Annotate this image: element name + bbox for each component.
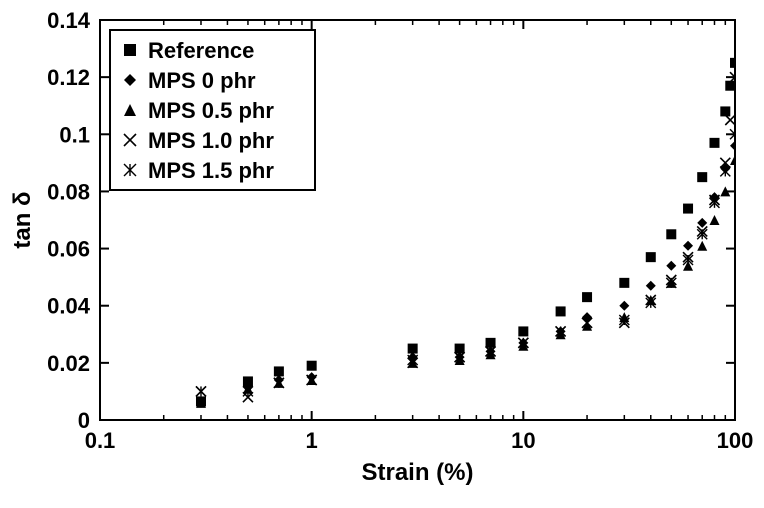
marker-square	[274, 366, 284, 376]
marker-diamond	[646, 281, 656, 291]
series-reference	[196, 58, 740, 407]
marker-square	[556, 306, 566, 316]
marker-square	[486, 338, 496, 348]
x-tick-label: 1	[306, 428, 318, 453]
y-tick-label: 0.12	[47, 65, 90, 90]
marker-triangle	[124, 104, 136, 116]
marker-square	[730, 58, 740, 68]
series-mps-1.5-phr	[196, 129, 740, 396]
marker-square	[683, 204, 693, 214]
marker-square	[455, 344, 465, 354]
marker-triangle	[709, 215, 719, 225]
marker-triangle	[730, 155, 740, 165]
marker-square	[666, 229, 676, 239]
marker-square	[408, 344, 418, 354]
legend-label: Reference	[148, 38, 254, 63]
marker-square	[582, 292, 592, 302]
legend-label: MPS 1.0 phr	[148, 128, 274, 153]
marker-square	[307, 361, 317, 371]
x-axis-title: Strain (%)	[361, 459, 473, 486]
marker-diamond	[619, 301, 629, 311]
marker-diamond	[666, 261, 676, 271]
y-tick-label: 0.06	[47, 237, 90, 262]
y-tick-label: 0.02	[47, 351, 90, 376]
y-tick-label: 0.14	[47, 8, 91, 33]
series-group	[196, 58, 740, 408]
marker-square	[646, 252, 656, 262]
y-tick-label: 0.08	[47, 179, 90, 204]
x-tick-label: 10	[511, 428, 535, 453]
marker-square	[709, 138, 719, 148]
y-tick-label: 0	[78, 408, 90, 433]
marker-diamond	[124, 74, 136, 86]
marker-diamond	[697, 218, 707, 228]
marker-square	[697, 172, 707, 182]
y-tick-label: 0.1	[59, 122, 90, 147]
chart-container: 0.111010000.020.040.060.080.10.120.14Str…	[0, 0, 764, 508]
marker-diamond	[730, 141, 740, 151]
marker-square	[720, 106, 730, 116]
marker-square	[518, 326, 528, 336]
y-tick-label: 0.04	[47, 294, 91, 319]
y-axis-title: tan δ	[9, 191, 36, 248]
marker-diamond	[683, 241, 693, 251]
x-tick-label: 100	[717, 428, 754, 453]
series-mps-1.0-phr	[196, 72, 740, 402]
legend-label: MPS 0.5 phr	[148, 98, 274, 123]
marker-square	[619, 278, 629, 288]
legend-label: MPS 1.5 phr	[148, 158, 274, 183]
legend-label: MPS 0 phr	[148, 68, 256, 93]
legend: Reference MPS 0 phr MPS 0.5 phr MPS 1.0 phr…	[110, 30, 315, 190]
marker-triangle	[697, 241, 707, 251]
marker-square	[124, 44, 136, 56]
scatter-chart: 0.111010000.020.040.060.080.10.120.14Str…	[0, 0, 764, 508]
